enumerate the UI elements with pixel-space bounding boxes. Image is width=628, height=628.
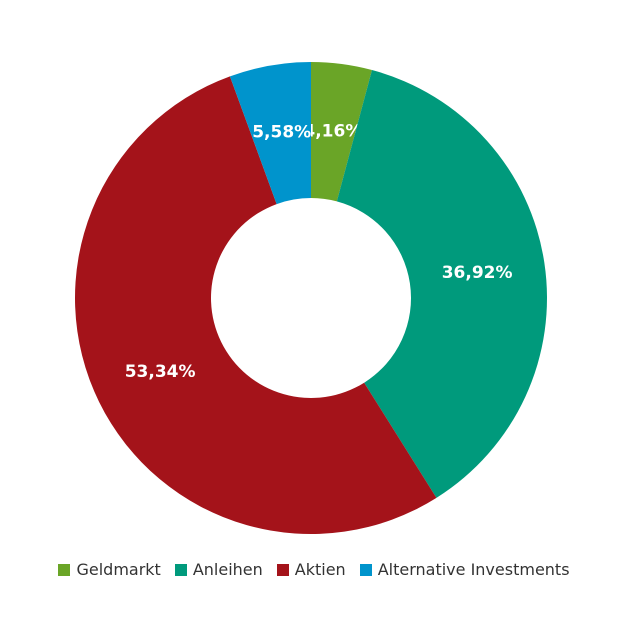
legend-item: Aktien (276, 560, 346, 579)
legend-label: Anleihen (192, 560, 263, 579)
legend-swatch (58, 563, 71, 576)
slice-aktien (74, 76, 437, 535)
data-label-anleihen: 36,92% (442, 263, 513, 283)
chart-legend: Geldmarkt Anleihen Aktien Alternative Inves… (0, 560, 628, 579)
legend-swatch (359, 563, 372, 576)
slice-anleihen (336, 70, 547, 498)
legend-label: Geldmarkt (76, 560, 161, 579)
legend-item: Geldmarkt (58, 560, 161, 579)
slice-geldmarkt (311, 62, 372, 202)
data-label-geldmarkt: 4,16% (303, 121, 362, 141)
legend-label: Alternative Investments (377, 560, 570, 579)
slice-alternative-investments (229, 62, 311, 205)
legend-label: Aktien (294, 560, 346, 579)
legend-item: Alternative Investments (359, 560, 570, 579)
legend-swatch (174, 563, 187, 576)
legend-item: Anleihen (174, 560, 263, 579)
legend-swatch (276, 563, 289, 576)
data-label-aktien: 53,34% (125, 362, 196, 382)
data-label-alternative-investments: 5,58% (252, 123, 311, 143)
